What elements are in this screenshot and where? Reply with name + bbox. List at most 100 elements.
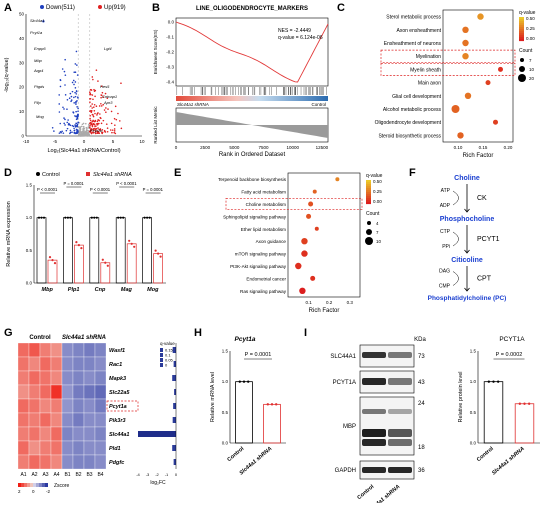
dot-control bbox=[119, 216, 122, 219]
kda-label: 43 bbox=[418, 380, 425, 386]
heatmap-cell bbox=[17, 398, 30, 414]
dot-control bbox=[40, 216, 43, 219]
term-dot bbox=[485, 80, 491, 86]
point-down bbox=[64, 74, 67, 76]
point-up bbox=[89, 126, 91, 129]
point-down bbox=[72, 125, 75, 128]
point-up bbox=[96, 114, 98, 116]
fc-tick-label: -1 bbox=[165, 472, 169, 477]
point-down bbox=[70, 99, 73, 101]
point-ns bbox=[82, 128, 85, 131]
heatmap-cell bbox=[61, 426, 74, 442]
category-label: Mag bbox=[121, 287, 133, 293]
zscore-swatch bbox=[45, 483, 48, 487]
point-down bbox=[77, 121, 79, 124]
heatmap-cell bbox=[39, 356, 52, 372]
x-tick-label: 0.15 bbox=[479, 145, 488, 150]
point-down bbox=[74, 81, 77, 83]
y-tick-label: 0 bbox=[21, 134, 24, 139]
bar-dot bbox=[496, 380, 500, 383]
point-up bbox=[101, 132, 104, 135]
heatmap-cell bbox=[72, 426, 85, 442]
term-dot bbox=[310, 275, 316, 281]
y-tick-label: -0.4 bbox=[166, 80, 174, 85]
point-down bbox=[71, 81, 74, 84]
point-up bbox=[89, 93, 91, 96]
point-down bbox=[62, 106, 64, 109]
point-down bbox=[73, 102, 75, 104]
dot-control bbox=[148, 216, 151, 219]
bar-dot bbox=[527, 402, 531, 405]
panel-label-e: E bbox=[174, 167, 182, 179]
heatmap-cell bbox=[17, 370, 30, 386]
colorbar-segment bbox=[366, 198, 371, 201]
gene-row-label: Rac1 bbox=[109, 362, 122, 368]
heatmap-cell bbox=[94, 412, 107, 428]
point-up bbox=[90, 123, 93, 126]
point-up bbox=[98, 132, 101, 135]
legend-swatch-control bbox=[36, 172, 40, 176]
point-up bbox=[93, 109, 96, 112]
heatmap-cell bbox=[94, 440, 107, 456]
heatmap-cell bbox=[94, 370, 107, 386]
gene-row-label: Mapk3 bbox=[109, 376, 126, 382]
term-label: Alcohol metabolic process bbox=[383, 107, 442, 113]
heatmap-cell bbox=[72, 384, 85, 400]
y-tick-label: 0.5 bbox=[222, 410, 229, 415]
y-tick-label: 0.0 bbox=[470, 441, 477, 446]
colorbar-title: q-value bbox=[519, 10, 536, 16]
point-down bbox=[75, 110, 77, 113]
y-tick-label: 0.0 bbox=[222, 441, 229, 446]
point-down bbox=[73, 96, 75, 99]
point-down bbox=[64, 124, 66, 126]
colorbar-segment bbox=[366, 196, 371, 199]
bar-dot bbox=[275, 403, 278, 406]
point-up bbox=[90, 122, 93, 125]
point-up bbox=[91, 94, 94, 96]
colorbar-tick: 0.00 bbox=[526, 36, 535, 41]
panel-f: F Choline Phosphocholine Citicoline Phospha… bbox=[405, 165, 554, 325]
point-up bbox=[91, 76, 94, 78]
gene-row-label: Pdgfc bbox=[109, 460, 124, 466]
point-down bbox=[71, 124, 74, 127]
y-tick-label: -0.1 bbox=[166, 35, 174, 40]
fc-axis-title: log₂FC bbox=[150, 480, 166, 486]
x-tick-label: 0 bbox=[175, 145, 178, 150]
point-down bbox=[77, 107, 79, 110]
heatmap-cell bbox=[50, 356, 63, 372]
blot-frame bbox=[359, 460, 415, 480]
dot-control bbox=[64, 216, 67, 219]
heatmap-cell bbox=[39, 440, 52, 456]
point-down bbox=[64, 84, 66, 86]
point-down bbox=[75, 101, 77, 104]
bar bbox=[235, 381, 253, 444]
point-up bbox=[100, 122, 103, 125]
zscore-swatch bbox=[39, 483, 42, 487]
point-up bbox=[109, 129, 112, 131]
point-down bbox=[64, 118, 66, 121]
point-down bbox=[69, 92, 72, 95]
highlight-box bbox=[225, 197, 363, 211]
pvalue-label: P = 0.0001 bbox=[63, 181, 84, 186]
x-tick-label: 2500 bbox=[200, 145, 211, 150]
kda-header: KDa bbox=[414, 337, 426, 343]
point-up bbox=[114, 132, 117, 135]
bar-dot bbox=[266, 403, 269, 406]
gene-label: Mog bbox=[36, 114, 45, 119]
heatmap-cell bbox=[50, 454, 63, 470]
point-up bbox=[89, 101, 91, 103]
arrow-head bbox=[464, 287, 470, 292]
es-curve bbox=[175, 21, 329, 83]
heatmap-cell bbox=[94, 384, 107, 400]
point-down bbox=[73, 129, 76, 132]
heatmap-cell bbox=[28, 342, 41, 358]
metabolite-node: Citicoline bbox=[451, 257, 483, 264]
point-up bbox=[105, 123, 108, 125]
bar-dot bbox=[238, 380, 241, 383]
point-down bbox=[73, 71, 76, 74]
cofactor-in: DAG bbox=[439, 269, 450, 275]
colorbar-segment bbox=[366, 186, 371, 189]
term-dot bbox=[301, 250, 308, 257]
cofactor-arc bbox=[452, 231, 459, 247]
point-up bbox=[97, 127, 99, 129]
